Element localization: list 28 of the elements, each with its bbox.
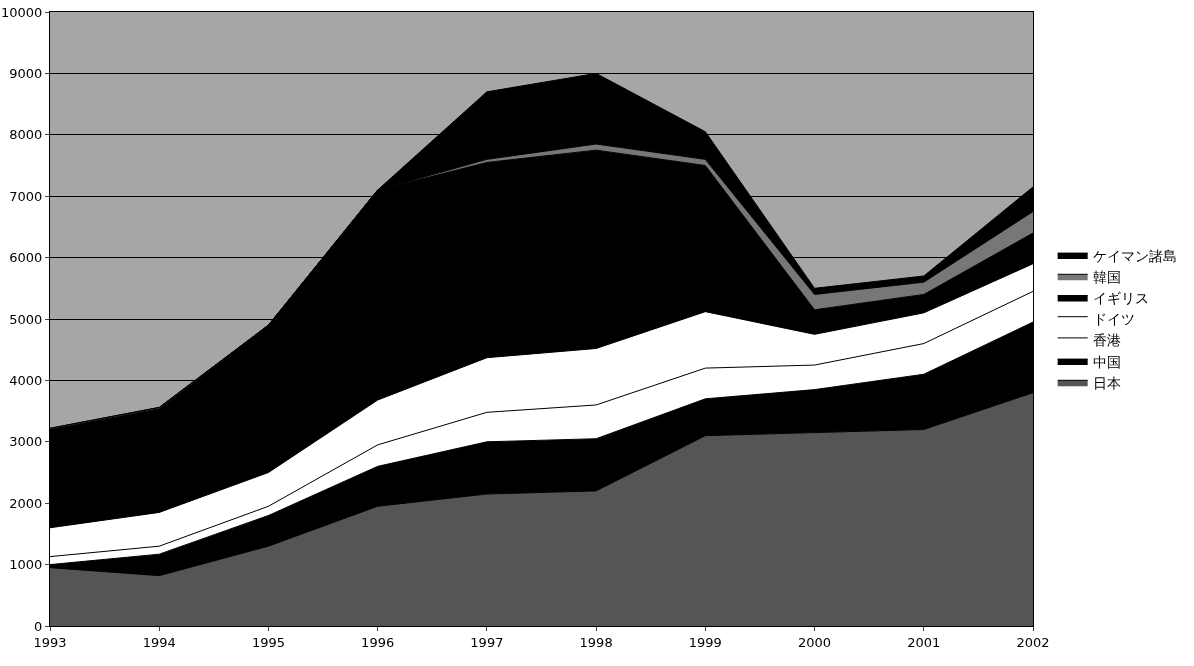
y-tick-label: 6000 [9,250,43,266]
y-tick-label: 1000 [9,557,43,573]
y-tick-label: 10000 [1,4,43,20]
y-tick-label: 4000 [9,372,43,388]
legend-label: ケイマン諸島 [1092,247,1177,264]
legend-label: イギリス [1092,289,1149,306]
y-tick-label: 3000 [9,434,43,450]
legend-label: ドイツ [1092,311,1135,328]
x-tick-label: 1998 [579,634,613,650]
legend-label: 日本 [1092,374,1121,391]
y-tick-label: 2000 [9,495,43,511]
x-tick-label: 1995 [251,634,285,650]
x-tick-label: 1993 [33,634,67,650]
x-tick-label: 2002 [1016,634,1050,650]
x-tick-label: 1999 [688,634,722,650]
x-tick-label: 1994 [142,634,176,650]
x-tick-label: 1996 [361,634,395,650]
legend-label: 韓国 [1092,268,1121,285]
y-tick-label: 8000 [9,127,43,143]
y-tick-label: 5000 [9,311,43,327]
y-tick-label: 0 [34,618,43,634]
legend-label: 香港 [1092,332,1121,349]
legend-label: 中国 [1092,353,1121,370]
y-tick-label: 9000 [9,65,43,81]
x-tick-label: 2001 [907,634,941,650]
x-tick-label: 1997 [470,634,504,650]
y-tick-label: 7000 [9,188,43,204]
x-tick-label: 2000 [798,634,832,650]
